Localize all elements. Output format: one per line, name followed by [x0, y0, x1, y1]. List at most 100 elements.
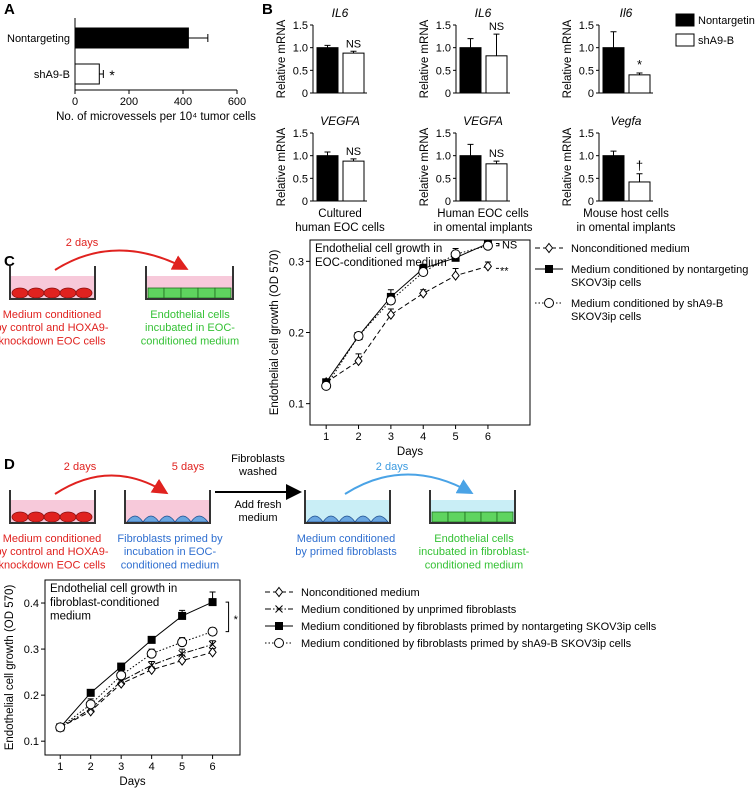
bar	[342, 52, 365, 94]
text-line: EOC-conditioned medium	[315, 257, 447, 269]
y-tick-label: 1.5	[293, 128, 308, 140]
y-tick-label: 0	[302, 88, 308, 100]
diagram-d: 2 days 5 days 2 days Fibroblasts washed A…	[0, 453, 530, 571]
text-line: Endothelial cells	[434, 533, 514, 545]
plot-frame	[44, 579, 241, 756]
error-bar	[179, 648, 186, 654]
legend-label: shA9-B	[698, 35, 734, 47]
legend-marker	[275, 622, 283, 630]
annotation: **	[500, 265, 509, 277]
text-line: washed	[238, 466, 277, 478]
step-label: Medium conditioned by primed fibroblasts	[295, 533, 397, 558]
cells	[11, 287, 93, 299]
panel-label: D	[4, 456, 15, 473]
y-tick-label: 0.1	[289, 399, 304, 411]
y-tick-label: 0.5	[293, 65, 308, 77]
x-tick-label: 3	[388, 431, 394, 443]
text-line: conditioned medium	[425, 559, 523, 571]
legend-marker	[274, 638, 284, 648]
category-label: Nontargeting	[7, 33, 70, 45]
step-label: Endothelial cells incubated in EOC-condit…	[141, 309, 239, 347]
legend-marker	[544, 242, 554, 254]
text-line: SKOV3ip cells	[571, 277, 642, 289]
chart-title: VEGFA	[463, 114, 503, 128]
marker	[178, 649, 186, 658]
bar	[316, 155, 339, 202]
text-line: Fibroblasts	[231, 453, 285, 465]
bar	[628, 74, 651, 94]
chart-title: Il6	[620, 6, 633, 20]
annotation: NS	[502, 240, 517, 252]
y-axis-label: Relative mRNA	[562, 19, 574, 98]
marker	[385, 295, 396, 306]
arrow-label: 2 days	[66, 237, 99, 249]
error-bar	[99, 70, 104, 78]
error-bar	[610, 150, 617, 156]
y-axis-label: Endothelial cell growth (OD 570)	[4, 585, 16, 751]
chart-title: IL6	[332, 6, 349, 20]
text-line: conditioned medium	[121, 559, 219, 571]
marker	[208, 640, 217, 649]
x-tick-label: 5	[453, 431, 459, 443]
bar	[485, 163, 508, 202]
y-tick-label: 0	[445, 196, 451, 208]
legend-label: Medium conditioned by nontargeting SKOV3i…	[571, 264, 748, 289]
annotation: *	[234, 614, 239, 626]
bar	[316, 47, 339, 94]
well	[9, 266, 96, 300]
error-bar	[350, 158, 357, 162]
series-line	[325, 265, 489, 383]
x-tick-label: 5	[179, 761, 185, 773]
text-line: in omental implants	[576, 222, 675, 234]
x-tick-label: 2	[88, 761, 94, 773]
arrow	[54, 249, 189, 271]
y-tick-label: 0.5	[579, 173, 594, 185]
text-line: Add fresh	[234, 499, 281, 511]
text-line: Medium conditioned	[3, 309, 101, 321]
bar	[459, 155, 482, 202]
well	[429, 490, 516, 524]
column-label: Cultured human EOC cells	[295, 208, 385, 234]
chart-title: Endothelial cell growth in EOC-conditione…	[315, 243, 447, 269]
legend-marker	[544, 298, 554, 308]
liquid	[306, 500, 389, 522]
marker	[419, 288, 428, 299]
legend-swatch	[675, 13, 695, 27]
annotation: NS	[346, 146, 361, 158]
step-label: Endothelial cells incubated in fibroblast…	[419, 533, 530, 571]
x-tick-label: 3	[118, 761, 124, 773]
y-tick-label: 1.0	[436, 43, 451, 55]
x-tick-label: 1	[57, 761, 63, 773]
y-axis-label: Relative mRNA	[276, 19, 288, 98]
y-tick-label: 0	[445, 88, 451, 100]
y-tick-label: 0.5	[293, 173, 308, 185]
marker	[146, 648, 157, 659]
series-line	[59, 631, 213, 728]
x-tick-label: 4	[149, 761, 155, 773]
step-label: Fibroblasts primed by incubation in EOC-c…	[117, 533, 223, 571]
bar	[628, 181, 651, 202]
bar	[74, 63, 100, 85]
text-line: Medium conditioned by shA9-B	[571, 298, 723, 310]
legend-swatch	[675, 33, 695, 47]
y-tick-label: 0.4	[24, 598, 39, 610]
bracket	[225, 601, 230, 633]
error-bar	[467, 143, 474, 156]
category-label: shA9-B	[34, 69, 70, 81]
y-tick-label: 1.5	[293, 20, 308, 32]
chart-title: IL6	[475, 6, 492, 20]
error-bar	[493, 160, 500, 164]
text-line: Endothelial cell growth in	[50, 583, 177, 595]
annotation: *	[637, 57, 642, 72]
marker	[353, 331, 364, 342]
legend-label: Medium conditioned by fibroblasts primed…	[301, 638, 632, 650]
x-tick-label: 2	[355, 431, 361, 443]
bar	[602, 155, 625, 202]
marker	[451, 270, 460, 281]
marker	[482, 240, 493, 251]
text-line: Medium conditioned	[3, 533, 101, 545]
y-tick-label: 0	[302, 196, 308, 208]
legend-label: Medium conditioned by fibroblasts primed…	[301, 621, 657, 633]
x-tick-label: 0	[72, 96, 78, 108]
text-line: by primed fibroblasts	[295, 546, 397, 558]
